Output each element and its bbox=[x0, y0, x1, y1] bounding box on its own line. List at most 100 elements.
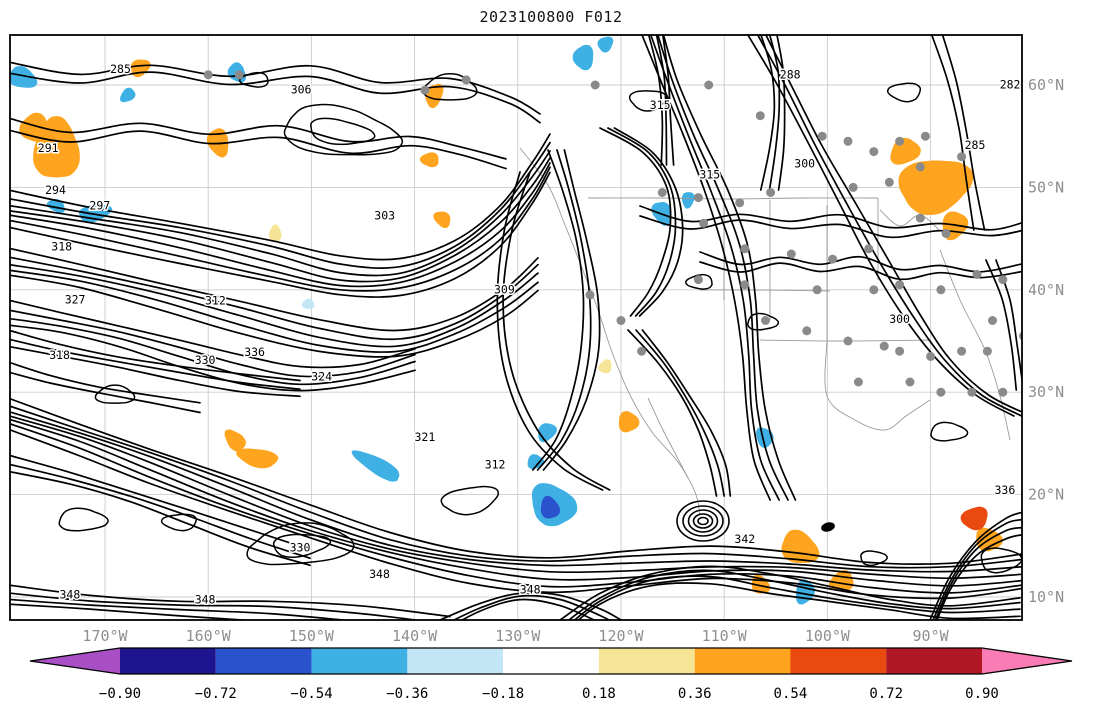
contour-line bbox=[10, 324, 416, 392]
colorbar-segment bbox=[503, 648, 599, 674]
colorbar-tick-label: −0.36 bbox=[386, 686, 428, 702]
contour-label: 282 bbox=[1000, 78, 1021, 92]
station-dot bbox=[704, 80, 714, 90]
contour-line bbox=[10, 470, 311, 567]
station-dot bbox=[755, 111, 765, 121]
contour-loop bbox=[283, 103, 404, 156]
contour-line bbox=[10, 603, 257, 620]
colorbar-tick-label: −0.90 bbox=[99, 686, 141, 702]
contour-lines bbox=[10, 35, 1022, 620]
colorbar-tick-label: −0.18 bbox=[482, 686, 524, 702]
station-dot bbox=[1019, 331, 1022, 341]
contour-label: 327 bbox=[65, 293, 86, 307]
station-dot bbox=[735, 198, 745, 208]
y-tick-label: 60°N bbox=[1028, 76, 1064, 94]
station-dot bbox=[884, 177, 894, 187]
contour-line bbox=[10, 584, 451, 618]
contour-line bbox=[10, 397, 1022, 565]
contour-loop bbox=[628, 90, 668, 112]
anomaly-blob bbox=[351, 450, 400, 482]
contour-label: 336 bbox=[995, 483, 1016, 497]
contour-line bbox=[10, 162, 551, 288]
contour-line bbox=[655, 35, 668, 166]
contour-line bbox=[756, 35, 1022, 417]
station-dot bbox=[998, 275, 1008, 285]
anomaly-blob bbox=[598, 359, 612, 374]
colorbar-right-arrow bbox=[982, 648, 1072, 674]
anomaly-blob bbox=[224, 429, 246, 452]
contour-loop bbox=[58, 507, 109, 532]
colorbar-segment bbox=[407, 648, 504, 674]
contour-line bbox=[941, 35, 986, 231]
station-dot bbox=[420, 85, 430, 95]
station-dot bbox=[637, 346, 647, 356]
contour-label: 321 bbox=[415, 430, 436, 444]
contour-line bbox=[531, 149, 585, 471]
x-tick-label: 150°W bbox=[289, 627, 335, 645]
contour-line bbox=[759, 35, 776, 191]
station-dot bbox=[786, 249, 796, 259]
station-dot bbox=[869, 147, 879, 157]
contour-line bbox=[627, 329, 718, 497]
x-tick-label: 90°W bbox=[913, 627, 950, 645]
station-dot bbox=[982, 346, 992, 356]
contour-labels: 285 306 315 288 282 285 291 294 297 303 300 315 318 3… bbox=[36, 61, 1022, 608]
contour-label: 318 bbox=[51, 239, 72, 253]
station-dot bbox=[920, 131, 930, 141]
station-dots bbox=[203, 70, 1022, 397]
contour-line bbox=[662, 35, 797, 501]
contour-label: 330 bbox=[290, 540, 311, 554]
station-dot bbox=[693, 193, 703, 203]
station-dot bbox=[967, 387, 977, 397]
contour-label: 312 bbox=[485, 457, 506, 471]
border-line bbox=[759, 339, 931, 342]
contour-label: 336 bbox=[244, 345, 265, 359]
contour-line bbox=[502, 171, 611, 491]
anomaly-blob bbox=[46, 198, 65, 214]
contour-label: 315 bbox=[650, 98, 671, 112]
contour-label: 348 bbox=[60, 588, 81, 602]
contour-loop bbox=[980, 547, 1022, 574]
x-axis-tick-labels: 170°W 160°W 150°W 140°W 130°W 120°W 110°W 100°W… bbox=[82, 627, 949, 645]
station-dot bbox=[828, 254, 838, 264]
colorbar-segment bbox=[120, 648, 216, 674]
station-dot bbox=[802, 326, 812, 336]
shaded-anomaly-regions bbox=[10, 36, 1003, 605]
contour-loop bbox=[886, 82, 922, 103]
station-dot bbox=[869, 285, 879, 295]
station-dot bbox=[761, 316, 770, 325]
contour-line bbox=[496, 171, 604, 491]
station-dot bbox=[972, 269, 982, 279]
colorbar-tick-label: 0.72 bbox=[869, 686, 903, 702]
station-dot bbox=[936, 387, 946, 397]
colorbar-segment bbox=[215, 648, 312, 674]
contour-label: 342 bbox=[734, 532, 755, 546]
figure-title: 2023100800 F012 bbox=[479, 8, 623, 26]
contour-loop bbox=[272, 533, 332, 558]
contour-line bbox=[661, 35, 675, 166]
contour-label: 288 bbox=[780, 67, 801, 81]
contour-label: 309 bbox=[494, 282, 515, 296]
contour-line bbox=[10, 269, 539, 353]
contour-line bbox=[536, 149, 592, 471]
contour-line bbox=[10, 598, 352, 620]
anomaly-blob bbox=[898, 160, 974, 216]
contour-line bbox=[613, 127, 684, 317]
contour-line bbox=[10, 415, 1022, 580]
contour-line bbox=[10, 247, 539, 332]
contour-label: 297 bbox=[89, 198, 110, 212]
contour-loop bbox=[238, 71, 269, 88]
y-tick-label: 30°N bbox=[1028, 383, 1064, 401]
contour-line bbox=[768, 35, 781, 191]
contour-label: 303 bbox=[374, 209, 395, 223]
anomaly-blob bbox=[301, 298, 315, 309]
contour-line bbox=[10, 371, 201, 414]
colorbar-segment bbox=[598, 648, 695, 674]
station-dot bbox=[817, 131, 827, 141]
contour-line bbox=[10, 309, 416, 378]
contour-loop bbox=[440, 485, 499, 516]
anomaly-blob bbox=[419, 152, 439, 168]
map-plot: 285 306 315 288 282 285 291 294 297 303 300 315 318 3… bbox=[9, 34, 1064, 645]
station-dot bbox=[905, 377, 915, 387]
